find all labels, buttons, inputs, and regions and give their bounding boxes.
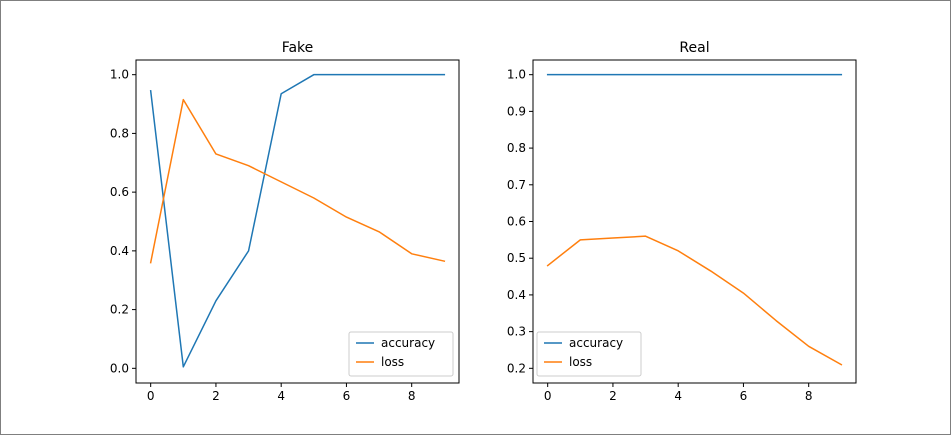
y-tick-label: 0.2	[110, 303, 129, 317]
x-tick-label: 2	[609, 389, 617, 403]
legend-box	[536, 331, 642, 377]
y-tick-label: 1.0	[110, 68, 129, 82]
y-tick-label: 0.4	[110, 244, 129, 258]
y-tick-label: 0.4	[507, 288, 526, 302]
y-tick-label: 0.0	[110, 361, 129, 375]
series-layer	[149, 73, 446, 368]
x-tick-label: 6	[343, 389, 351, 403]
y-tick-label: 0.9	[507, 104, 526, 118]
x-tick-label: 0	[544, 389, 552, 403]
legend-label-loss: loss	[569, 355, 592, 369]
x-tick-label: 0	[147, 389, 155, 403]
x-tick-label: 8	[408, 389, 416, 403]
chart-real: Real 0 2 4 6 8 0.2 0.3 0.4 0.5 0.6 0.7 0.8 0.9 1.0 ac…	[507, 40, 857, 403]
y-tick-label: 0.5	[507, 251, 526, 265]
y-tick-label: 0.2	[507, 361, 526, 375]
chart-fake: Fake 0 2 4 6 8 0.0 0.2 0.4 0.6 0.8 1.0 accuracy lo…	[110, 40, 460, 403]
x-tick-label: 4	[277, 389, 285, 403]
series-layer	[546, 73, 843, 366]
y-tick-label: 0.6	[507, 215, 526, 229]
x-tick-label: 6	[740, 389, 748, 403]
legend-label-loss: loss	[381, 355, 404, 369]
chart-title: Fake	[282, 40, 314, 56]
tick-layer: 0 2 4 6 8 0.0 0.2 0.4 0.6 0.8 1.0	[110, 68, 416, 403]
y-tick-label: 0.7	[507, 178, 526, 192]
series-line-accuracy	[149, 73, 446, 368]
y-tick-label: 0.3	[507, 325, 526, 339]
legend: accuracy loss	[536, 331, 642, 377]
x-tick-label: 4	[674, 389, 682, 403]
legend-label-accuracy: accuracy	[381, 336, 435, 350]
series-line-loss	[546, 235, 843, 366]
legend-box	[348, 331, 454, 377]
chart-title: Real	[679, 40, 709, 56]
legend-label-accuracy: accuracy	[569, 336, 623, 350]
y-tick-label: 1.0	[507, 68, 526, 82]
y-tick-label: 0.8	[507, 141, 526, 155]
tick-layer: 0 2 4 6 8 0.2 0.3 0.4 0.5 0.6 0.7 0.8 0.9 1.0	[507, 68, 813, 403]
x-tick-label: 2	[212, 389, 220, 403]
series-line-loss	[149, 98, 446, 264]
plot-area	[532, 59, 857, 384]
x-tick-label: 8	[805, 389, 813, 403]
y-tick-label: 0.8	[110, 126, 129, 140]
y-tick-label: 0.6	[110, 185, 129, 199]
plot-area	[135, 59, 460, 384]
legend: accuracy loss	[348, 331, 454, 377]
